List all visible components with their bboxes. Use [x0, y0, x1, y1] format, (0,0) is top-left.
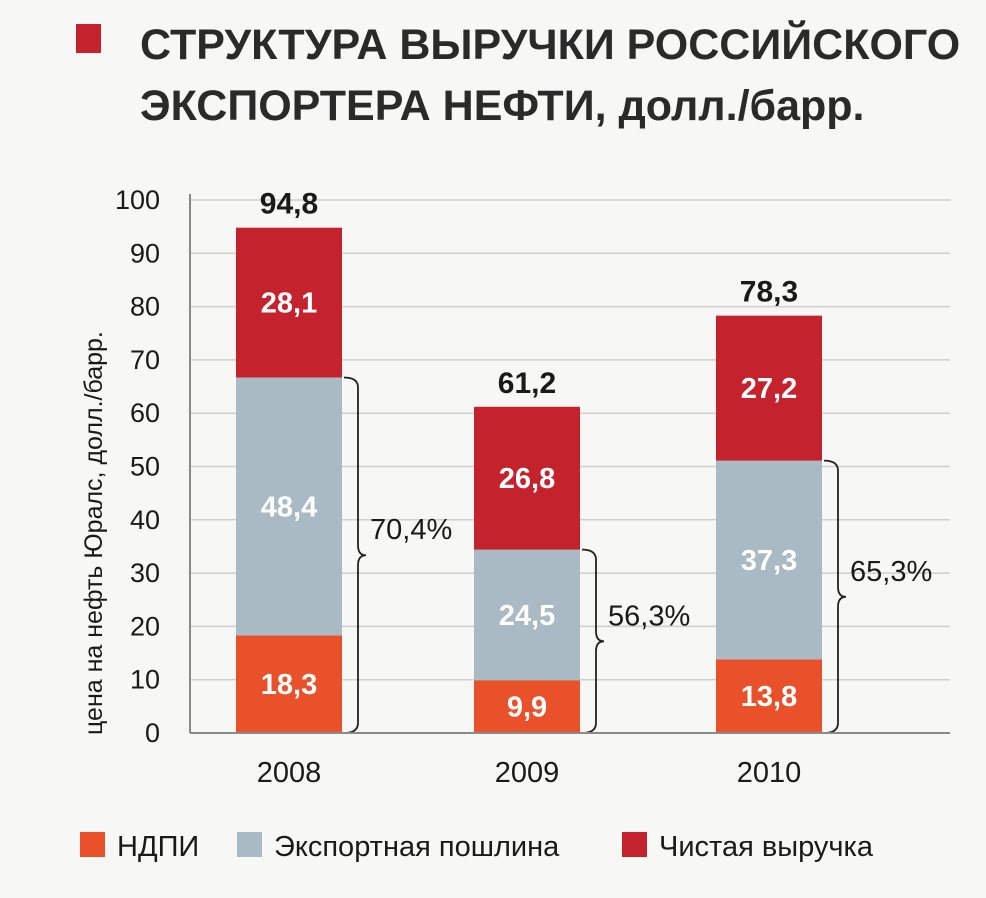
- y-axis-label: цена на нефть Юралс, долл./барр.: [80, 331, 108, 735]
- bar-segment: [716, 659, 822, 733]
- y-tick-label: 70: [130, 345, 160, 375]
- legend-label: Экспортная пошлина: [274, 831, 560, 863]
- segment-value-label: 28,1: [261, 288, 317, 320]
- y-tick-label: 10: [130, 665, 160, 695]
- bar-segment: [716, 315, 822, 461]
- share-percent-label: 65,3%: [850, 556, 932, 588]
- y-tick-label: 50: [130, 452, 160, 482]
- y-tick-label: 60: [130, 398, 160, 428]
- total-value-label: 94,8: [260, 188, 318, 221]
- bars: 18,3 48,4 28,1 9,9 24,5 26,8 13,8 37,3 27,2: [236, 227, 822, 733]
- annotations: 94,8 70,4% 61,2 56,3% 78,3 65,3%: [260, 188, 932, 734]
- x-tick-label: 2009: [495, 757, 560, 789]
- bar-segment: [236, 227, 342, 378]
- y-tick-label: 100: [115, 185, 160, 215]
- y-tick-label: 90: [130, 238, 160, 268]
- legend-swatch: [237, 832, 262, 857]
- legend-swatch: [622, 832, 647, 857]
- total-value-label: 78,3: [740, 276, 798, 309]
- share-percent-label: 70,4%: [370, 514, 452, 546]
- bar-segment: [716, 460, 822, 660]
- legend-label: Чистая выручка: [659, 831, 874, 863]
- segment-value-label: 24,5: [499, 600, 555, 632]
- total-value-label: 61,2: [498, 367, 556, 400]
- segment-value-label: 37,3: [741, 545, 797, 577]
- y-tick-label: 30: [130, 558, 160, 588]
- bar-segment: [474, 680, 580, 733]
- bar-segment: [236, 635, 342, 733]
- y-tick-label: 40: [130, 505, 160, 535]
- share-bracket: [581, 548, 605, 734]
- chart-title-line-2: ЭКСПОРТЕРА НЕФТИ, долл./барр.: [140, 82, 864, 130]
- bar-segment: [236, 377, 342, 636]
- segment-value-label: 9,9: [507, 692, 547, 724]
- share-bracket: [823, 459, 847, 734]
- y-tick-label: 80: [130, 292, 160, 322]
- x-tick-label: 2008: [257, 757, 322, 789]
- legend-swatch: [80, 832, 105, 857]
- segment-value-label: 26,8: [499, 463, 555, 495]
- segment-value-label: 18,3: [261, 669, 317, 701]
- y-tick-label: 0: [145, 718, 160, 748]
- segment-value-label: 48,4: [261, 491, 317, 523]
- title-marker: [76, 24, 101, 53]
- bar-segment: [474, 406, 580, 550]
- share-bracket: [343, 376, 367, 734]
- segment-value-label: 27,2: [741, 373, 797, 405]
- bar-segment: [474, 549, 580, 681]
- legend-label: НДПИ: [117, 831, 199, 863]
- x-tick-label: 2010: [737, 757, 802, 789]
- y-tick-label: 20: [130, 611, 160, 641]
- share-percent-label: 56,3%: [608, 600, 690, 632]
- axes: 0 10 20 30 40 50 60 70 80 90 100 2008 2009 2010: [115, 185, 950, 789]
- chart-title-line-1: СТРУКТУРА ВЫРУЧКИ РОССИЙСКОГО: [140, 20, 960, 69]
- segment-value-label: 13,8: [741, 681, 797, 713]
- legend: НДПИ Экспортная пошлина Чистая выручка: [80, 831, 874, 863]
